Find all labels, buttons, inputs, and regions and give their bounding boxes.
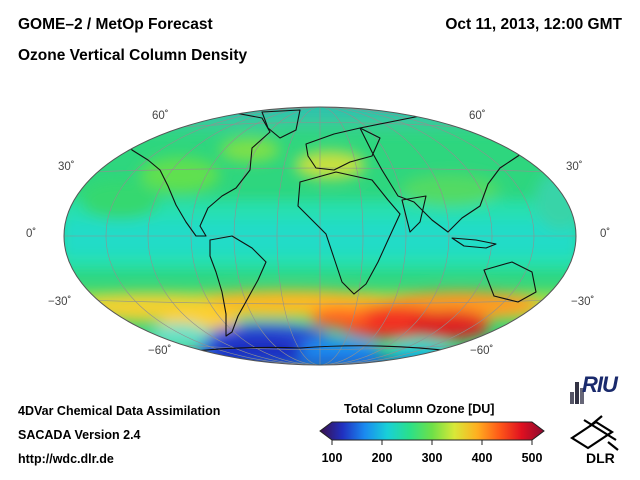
africa-outline (297, 171, 401, 295)
indonesia-outline (451, 237, 497, 249)
colorbar (319, 421, 545, 445)
lat-label-right-0: 0˚ (600, 228, 611, 240)
lat-label-right-30: 30˚ (566, 161, 583, 173)
riu-logo-icon (570, 382, 584, 404)
lat-label-right-minus30: −30˚ (571, 296, 595, 308)
colorbar-title: Total Column Ozone [DU] (344, 402, 495, 416)
globe-border (63, 106, 577, 366)
title-line2: Ozone Vertical Column Density (18, 47, 248, 64)
riu-logo-text: RIU (582, 372, 618, 397)
australia-outline (483, 261, 537, 303)
south-america-outline (209, 235, 267, 337)
north-america-outline (123, 111, 271, 237)
india-outline (401, 195, 427, 233)
colorbar-tick-500: 500 (521, 451, 543, 465)
datetime: Oct 11, 2013, 12:00 GMT (445, 16, 622, 33)
lat-label-right-minus60: −60˚ (470, 345, 494, 357)
lat-label-left-minus30: −30˚ (48, 296, 72, 308)
colorbar-tick-100: 100 (321, 451, 343, 465)
coastlines (123, 109, 541, 363)
colorbar-tick-300: 300 (421, 451, 443, 465)
colorbar-tick-400: 400 (471, 451, 493, 465)
lat-label-right-60: 60˚ (469, 110, 486, 122)
dlr-logo: DLR (562, 412, 632, 476)
greenland-outline (261, 109, 301, 139)
footer-link[interactable]: http://wdc.dlr.de (18, 452, 114, 466)
colorbar-gradient (319, 421, 545, 441)
lat-label-left-60: 60˚ (152, 110, 169, 122)
europe-outline (305, 127, 381, 171)
dlr-logo-icon (569, 415, 619, 451)
footer-line2: SACADA Version 2.4 (18, 428, 141, 442)
dlr-logo-text: DLR (586, 450, 615, 466)
footer-line1: 4DVar Chemical Data Assimilation (18, 404, 221, 418)
lat-label-left-30: 30˚ (58, 161, 75, 173)
colorbar-tick-200: 200 (371, 451, 393, 465)
title-line1: GOME–2 / MetOp Forecast (18, 16, 213, 33)
colorbar-ticks (331, 440, 533, 445)
lat-label-left-minus60: −60˚ (148, 345, 172, 357)
riu-logo: RIU (568, 372, 630, 406)
lat-label-left-0: 0˚ (26, 228, 37, 240)
